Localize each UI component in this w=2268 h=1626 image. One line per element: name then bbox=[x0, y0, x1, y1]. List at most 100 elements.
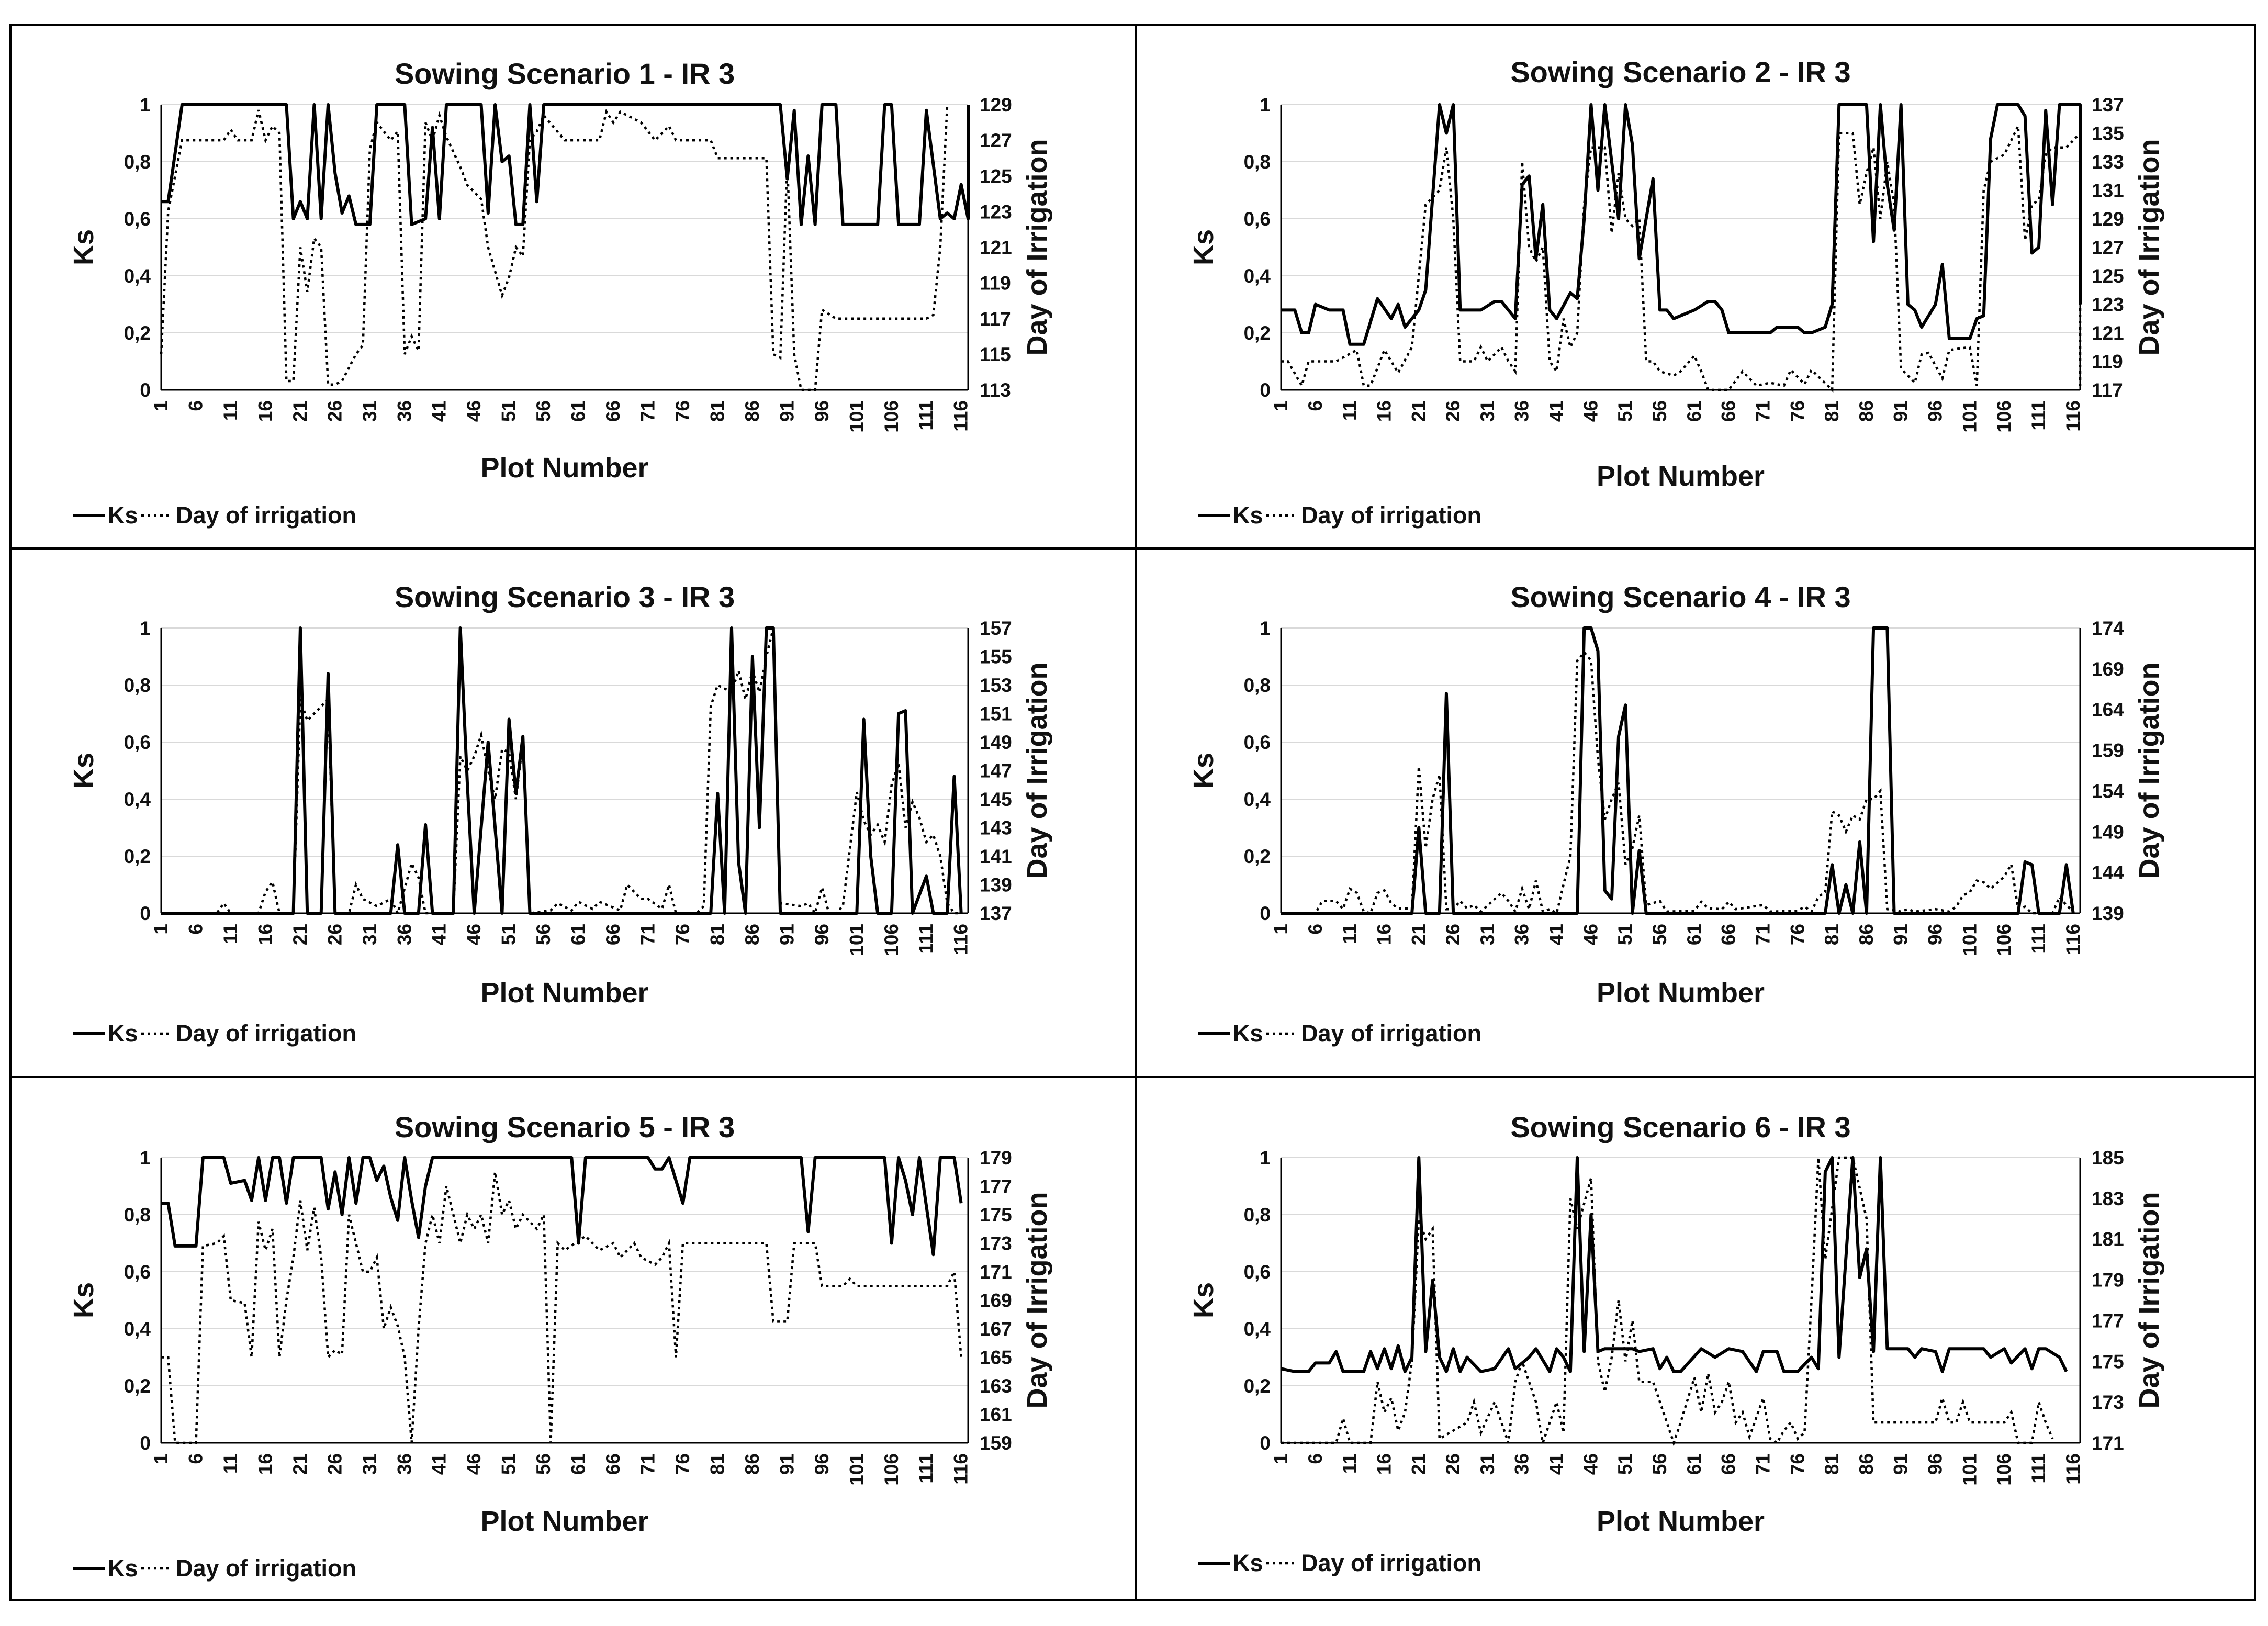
x-tick-label: 6 bbox=[1305, 400, 1326, 411]
x-tick-label: 111 bbox=[915, 1453, 937, 1484]
y-tick-label: 1 bbox=[140, 1147, 151, 1169]
y-tick-label: 0,6 bbox=[124, 208, 151, 230]
x-tick-label: 106 bbox=[881, 1453, 902, 1486]
x-tick-label: 116 bbox=[2062, 924, 2084, 955]
y-tick-label: 0,6 bbox=[1244, 732, 1271, 753]
y2-tick-label: 123 bbox=[980, 201, 1012, 222]
x-tick-label: 111 bbox=[915, 400, 937, 431]
x-tick-label: 61 bbox=[568, 400, 589, 422]
x-tick-label: 26 bbox=[1442, 1453, 1464, 1475]
x-tick-label: 106 bbox=[881, 400, 902, 433]
x-tick-label: 16 bbox=[254, 924, 276, 945]
y2-tick-label: 173 bbox=[2092, 1392, 2124, 1413]
y-axis-label: Ks bbox=[68, 229, 99, 265]
x-tick-label: 51 bbox=[1614, 924, 1636, 945]
ks-series bbox=[1281, 1156, 2068, 1373]
x-tick-label: 116 bbox=[950, 400, 972, 432]
x-tick-label: 41 bbox=[1546, 1453, 1567, 1475]
x-tick-label: 21 bbox=[289, 400, 311, 422]
y2-tick-label: 157 bbox=[980, 618, 1012, 639]
x-tick-label: 36 bbox=[1511, 400, 1533, 422]
x-tick-label: 46 bbox=[463, 400, 485, 422]
y2-tick-label: 129 bbox=[2092, 208, 2124, 230]
y2-tick-label: 153 bbox=[980, 675, 1012, 696]
y-tick-label: 0,8 bbox=[1244, 151, 1271, 173]
y2-tick-label: 159 bbox=[2092, 740, 2124, 761]
x-tick-label: 76 bbox=[1787, 1453, 1808, 1475]
chart-title: Sowing Scenario 1 - IR 3 bbox=[395, 57, 735, 90]
x-tick-label: 1 bbox=[150, 400, 172, 411]
x-tick-label: 66 bbox=[602, 400, 624, 422]
x-tick-label: 16 bbox=[1373, 400, 1395, 422]
y2-tick-label: 185 bbox=[2092, 1147, 2124, 1169]
x-tick-label: 91 bbox=[776, 400, 798, 422]
x-tick-label: 51 bbox=[498, 1453, 520, 1475]
x-tick-label: 31 bbox=[1477, 924, 1498, 945]
y-axis-label: Ks bbox=[68, 1282, 99, 1318]
y-tick-label: 0,8 bbox=[1244, 675, 1271, 696]
x-tick-label: 101 bbox=[1959, 400, 1980, 433]
y2-axis-label: Day of Irrigation bbox=[1021, 662, 1053, 879]
panel-border bbox=[1135, 1076, 2256, 1601]
x-tick-label: 1 bbox=[150, 924, 172, 935]
x-axis-label: Plot Number bbox=[480, 1506, 648, 1537]
x-tick-label: 56 bbox=[533, 1453, 554, 1475]
day-of-irrigation-series bbox=[1281, 651, 2074, 915]
x-tick-label: 71 bbox=[637, 1453, 659, 1475]
x-tick-label: 101 bbox=[1959, 924, 1980, 956]
x-tick-label: 96 bbox=[1925, 924, 1946, 945]
y2-tick-label: 125 bbox=[980, 165, 1012, 187]
y-tick-label: 0,2 bbox=[124, 846, 151, 867]
x-tick-label: 61 bbox=[1683, 1453, 1705, 1475]
x-axis-label: Plot Number bbox=[480, 452, 648, 484]
day-of-irrigation-series bbox=[1281, 1156, 2054, 1447]
chart-panels: Sowing Scenario 1 - IR 300,20,40,60,81 12… bbox=[9, 24, 2256, 1601]
y2-tick-label: 165 bbox=[980, 1347, 1012, 1369]
ks-series bbox=[161, 626, 963, 915]
y2-tick-label: 115 bbox=[980, 344, 1011, 365]
x-tick-label: 21 bbox=[289, 1453, 311, 1475]
y-tick-label: 0 bbox=[1260, 379, 1271, 401]
y-tick-label: 0 bbox=[140, 903, 151, 924]
y-tick-label: 1 bbox=[140, 94, 151, 116]
chart-title: Sowing Scenario 2 - IR 3 bbox=[1510, 55, 1850, 88]
x-tick-label: 86 bbox=[1856, 400, 1877, 422]
x-tick-label: 11 bbox=[220, 1453, 241, 1474]
x-tick-label: 61 bbox=[568, 924, 589, 945]
x-tick-label: 41 bbox=[429, 924, 450, 945]
x-tick-label: 51 bbox=[498, 400, 520, 422]
x-tick-label: 111 bbox=[915, 924, 937, 954]
y2-tick-label: 127 bbox=[980, 130, 1012, 151]
x-tick-label: 31 bbox=[359, 1453, 380, 1475]
x-tick-label: 116 bbox=[950, 924, 972, 955]
y2-tick-label: 167 bbox=[980, 1318, 1012, 1340]
x-tick-label: 46 bbox=[1580, 924, 1601, 945]
x-tick-label: 66 bbox=[602, 1453, 624, 1475]
y2-tick-label: 119 bbox=[980, 273, 1011, 294]
y2-tick-label: 127 bbox=[2092, 237, 2124, 259]
x-tick-label: 81 bbox=[706, 400, 728, 422]
x-tick-label: 36 bbox=[394, 924, 415, 945]
y-tick-label: 0 bbox=[140, 1432, 151, 1454]
legend-ks-label: Ks bbox=[108, 502, 138, 529]
y2-tick-label: 163 bbox=[980, 1375, 1012, 1397]
y2-tick-label: 139 bbox=[980, 874, 1012, 896]
y2-axis-label: Day of Irrigation bbox=[1021, 139, 1053, 355]
x-tick-label: 46 bbox=[1580, 1453, 1601, 1475]
x-tick-label: 101 bbox=[1959, 1453, 1980, 1486]
x-tick-label: 1 bbox=[150, 1453, 172, 1464]
y2-tick-label: 133 bbox=[2092, 151, 2124, 173]
y2-tick-label: 125 bbox=[2092, 265, 2124, 287]
y-tick-label: 0,4 bbox=[1244, 265, 1271, 287]
x-tick-label: 36 bbox=[394, 1453, 415, 1475]
ks-series bbox=[1281, 626, 2075, 915]
chart-title: Sowing Scenario 5 - IR 3 bbox=[395, 1111, 735, 1143]
x-tick-label: 26 bbox=[1442, 924, 1464, 945]
y-tick-label: 0,8 bbox=[124, 1204, 151, 1226]
y2-tick-label: 119 bbox=[2092, 351, 2123, 373]
x-tick-label: 86 bbox=[1856, 924, 1877, 945]
x-tick-label: 26 bbox=[324, 1453, 345, 1475]
y2-tick-label: 179 bbox=[2092, 1270, 2124, 1291]
x-tick-label: 21 bbox=[1408, 924, 1429, 945]
